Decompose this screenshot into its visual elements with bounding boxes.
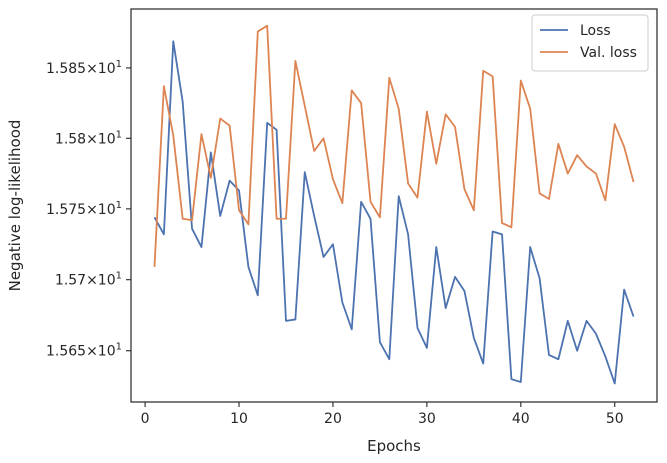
legend-label: Loss [580,23,611,39]
y-tick-label: 1.575×101 [46,200,122,218]
series-line-2 [153,24,635,267]
y-axis-label: Negative log-likelihood [6,120,24,292]
x-tick-label: 10 [230,411,248,427]
x-tick-label: 20 [324,411,342,427]
y-tick-label: 1.585×101 [46,59,122,77]
y-axis: 1.565×101 1.57×101 1.575×101 1.58×101 1.585×… [46,59,131,360]
x-tick-label: 50 [606,411,624,427]
plot-frame [130,8,658,403]
x-axis-label: Epochs [367,437,421,455]
y-tick-label: 1.57×101 [55,271,122,289]
series-line-1 [153,40,635,385]
legend-box [531,14,649,72]
legend: Loss Val. loss [531,14,649,72]
y-tick-label: 1.58×101 [55,129,122,147]
y-tick-label: 1.565×101 [46,342,122,360]
series-layer [153,24,635,385]
x-tick-label: 30 [418,411,436,427]
x-tick-label: 40 [512,411,530,427]
x-tick-label: 0 [141,411,150,427]
x-axis: 0 10 20 30 40 50 [141,402,624,427]
legend-label: Val. loss [580,45,637,61]
